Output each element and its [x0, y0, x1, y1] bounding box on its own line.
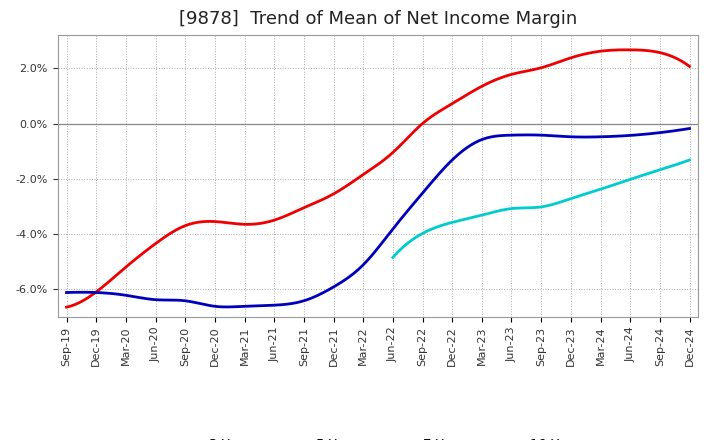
- Title: [9878]  Trend of Mean of Net Income Margin: [9878] Trend of Mean of Net Income Margi…: [179, 10, 577, 28]
- Legend: 3 Years, 5 Years, 7 Years, 10 Years: 3 Years, 5 Years, 7 Years, 10 Years: [164, 433, 592, 440]
